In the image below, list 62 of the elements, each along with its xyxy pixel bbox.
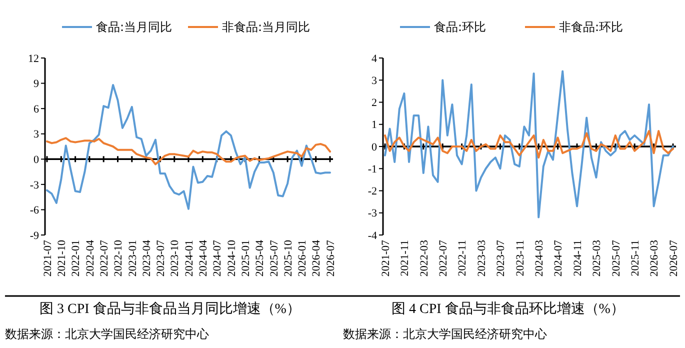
caption: 图 4 CPI 食品与非食品环比增速（%） [392, 301, 624, 317]
x-tick-label: 2021-07 [42, 240, 54, 277]
x-tick-label: 2022-10 [112, 240, 125, 277]
source-note: 数据来源：北京大学国民经济研究中心 [343, 327, 547, 341]
x-tick-label: 2023-04 [140, 240, 153, 277]
legend-label: 食品:当月同比 [96, 20, 172, 34]
x-tick-label: 2021-07 [380, 240, 392, 277]
y-tick-label: 1 [372, 119, 377, 132]
x-tick-label: 2023-01 [126, 240, 139, 277]
x-tick-label: 2023-11 [514, 240, 526, 276]
x-tick-label: 2022-01 [70, 240, 82, 277]
x-tick-label: 2025-01 [240, 240, 252, 277]
x-tick-label: 2024-11 [572, 240, 584, 276]
x-tick-label: 2024-03 [533, 240, 546, 277]
x-tick-label: 2025-07 [268, 240, 280, 277]
y-tick-label: 0 [34, 154, 40, 166]
source-note: 数据来源：北京大学国民经济研究中心 [5, 327, 209, 341]
caption: 图 3 CPI 食品与非食品当月同比增速（%） [40, 301, 300, 317]
x-tick-label: 2024-10 [226, 240, 238, 277]
x-tick-label: 2026-01 [296, 240, 309, 277]
legend-label: 非食品:环比 [559, 20, 624, 34]
x-tick-label: 2023-10 [169, 240, 182, 277]
x-tick-label: 2021-10 [56, 240, 68, 277]
x-tick-label: 2021-11 [399, 240, 412, 276]
y-tick-label: 4 [372, 52, 378, 65]
y-tick-label: -2 [368, 186, 377, 198]
x-tick-label: 2025-04 [254, 240, 266, 277]
y-tick-label: -4 [368, 230, 378, 242]
x-tick-label: 2025-07 [610, 240, 622, 277]
y-tick-label: -9 [30, 230, 40, 242]
x-tick-label: 2024-07 [212, 240, 224, 277]
x-tick-label: 2023-07 [155, 240, 168, 277]
x-tick-label: 2024-04 [198, 240, 210, 277]
y-tick-label: -3 [30, 179, 40, 192]
y-tick-label: -1 [368, 163, 377, 176]
y-tick-label: 2 [372, 97, 377, 110]
legend-label: 食品:环比 [434, 20, 486, 34]
legend-label: 非食品:当月同比 [222, 20, 310, 34]
x-tick-label: 2025-03 [591, 240, 604, 277]
y-tick-label: 3 [372, 74, 378, 87]
y-tick-label: 0 [372, 141, 378, 154]
x-tick-label: 2022-04 [84, 240, 96, 277]
y-tick-label: 3 [34, 128, 40, 141]
y-tick-label: -3 [368, 208, 378, 220]
x-tick-label: 2022-07 [98, 240, 110, 277]
x-tick-label: 2022-07 [437, 240, 450, 277]
x-tick-label: 2025-11 [629, 240, 642, 276]
y-tick-label: 12 [28, 52, 39, 65]
x-tick-label: 2025-10 [282, 240, 294, 277]
x-tick-label: 2024-07 [552, 240, 565, 277]
x-tick-label: 2022-03 [418, 240, 430, 277]
y-tick-label: 6 [34, 103, 40, 116]
x-tick-label: 2023-03 [476, 240, 488, 277]
x-tick-label: 2023-07 [495, 240, 508, 277]
x-tick-label: 2024-01 [183, 240, 196, 277]
x-tick-label: 2026-07 [324, 240, 337, 277]
y-tick-label: -6 [30, 204, 40, 217]
x-tick-label: 2026-07 [668, 240, 680, 277]
x-tick-label: 2026-03 [648, 240, 661, 277]
y-tick-label: 9 [34, 78, 40, 90]
x-tick-label: 2022-11 [456, 240, 469, 276]
x-tick-label: 2026-04 [310, 240, 323, 277]
